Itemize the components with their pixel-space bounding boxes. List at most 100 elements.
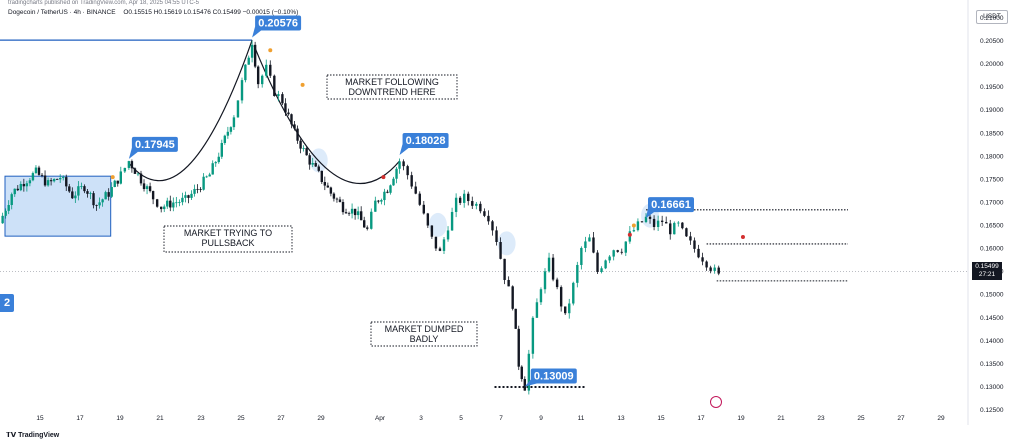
candle-body: [31, 173, 35, 181]
candle-body: [190, 193, 193, 198]
candle-body: [175, 202, 178, 204]
annotation-box: [370, 321, 478, 347]
candle-body: [107, 192, 110, 197]
candle-body: [624, 241, 627, 253]
candle-body: [555, 279, 559, 288]
candle-body: [600, 268, 603, 272]
price-label-pointer: [646, 208, 654, 219]
candle-body: [136, 173, 140, 175]
candle-body: [317, 166, 320, 171]
candle-body: [503, 258, 506, 280]
price-label-box: [648, 197, 694, 213]
candle-body: [370, 211, 373, 229]
candle-body: [59, 177, 62, 180]
candle-body: [458, 197, 462, 203]
candle-body: [22, 183, 26, 187]
x-tick-label: 3: [419, 415, 423, 422]
candle-body: [247, 57, 250, 65]
price-label-box: [131, 136, 178, 152]
candle-body: [148, 186, 152, 192]
candle-body: [681, 222, 684, 229]
y-tick-label: 0.12500: [980, 407, 1004, 414]
annotation-box: [163, 225, 293, 253]
x-tick-label: 23: [817, 415, 825, 422]
x-tick-label: 15: [36, 415, 44, 422]
candle-body: [98, 202, 101, 206]
price-label-box: [255, 15, 302, 31]
y-tick-label: 0.18500: [980, 130, 1004, 137]
candle-body: [86, 191, 89, 194]
candle-body: [689, 236, 692, 241]
candle-body: [669, 223, 672, 235]
candle-body: [71, 191, 74, 199]
tradingview-logo: 𝗧𝗩 TradingView: [6, 431, 59, 439]
y-tick-label: 0.19000: [980, 107, 1004, 114]
candle-body: [487, 215, 490, 222]
candle-body: [284, 103, 287, 113]
pullback-arc: [128, 39, 253, 182]
candle-body: [632, 230, 636, 232]
chart-header: Dogecoin / TetherUS · 4h · BINANCE O0.15…: [8, 9, 298, 16]
candle-body: [517, 328, 520, 367]
current-price-tag: 0.15499 27:21: [972, 262, 1002, 280]
price-label: 0.18028: [399, 133, 449, 156]
signal-dot: [110, 175, 115, 180]
candle-body: [705, 261, 708, 268]
candle-body: [685, 228, 688, 237]
candle-body: [406, 166, 409, 176]
x-tick-label: 13: [617, 415, 625, 422]
candle-body: [302, 148, 305, 149]
candle-body: [184, 195, 187, 198]
price-label-pointer: [399, 144, 409, 156]
x-tick-label: 29: [937, 415, 945, 422]
price-label-text: 0.20576: [258, 18, 298, 30]
candle-body: [37, 167, 41, 175]
currency-button[interactable]: USDT: [976, 10, 1008, 24]
candle-body: [430, 225, 434, 237]
candle-body: [344, 212, 348, 214]
candle-body: [350, 208, 354, 214]
candle-body: [95, 205, 98, 206]
candle-body: [547, 257, 551, 272]
candle-body: [539, 289, 543, 303]
candle-body: [52, 179, 56, 182]
signal-dot: [740, 235, 745, 240]
y-tick-label: 0.21000: [980, 15, 1004, 22]
symbol-title[interactable]: Dogecoin / TetherUS · 4h · BINANCE: [8, 9, 116, 16]
candle-body: [127, 161, 131, 168]
candle-body: [1, 215, 4, 224]
price-label: 0.17945: [128, 136, 178, 159]
annotation-text: BADLY: [410, 334, 439, 344]
price-label-pointer: [524, 379, 537, 387]
candle-body: [208, 174, 211, 177]
candle-body: [377, 200, 380, 202]
replay-badge-icon[interactable]: [710, 396, 722, 408]
consolidation-box: [4, 175, 112, 237]
price-label-box: [530, 368, 577, 384]
candle-body: [305, 148, 308, 156]
candle-body: [363, 220, 366, 228]
candle-body: [507, 279, 510, 287]
candle-body: [353, 208, 357, 216]
candle-body: [49, 180, 53, 182]
candle-body: [250, 44, 254, 58]
candle-body: [151, 191, 155, 200]
annotation-box: [326, 74, 458, 100]
candle-body: [19, 183, 23, 191]
x-tick-label: 7: [499, 415, 503, 422]
candle-body: [564, 306, 567, 314]
candle-body: [223, 135, 227, 143]
price-label-text: 0.17945: [135, 139, 175, 151]
candle-body: [467, 193, 470, 202]
signal-dot: [631, 223, 636, 228]
candle-body: [7, 205, 10, 211]
candle-body: [359, 211, 363, 221]
candle-body: [62, 177, 65, 178]
candle-body: [199, 189, 202, 191]
candle-body: [717, 267, 720, 274]
candle-body: [422, 204, 425, 214]
